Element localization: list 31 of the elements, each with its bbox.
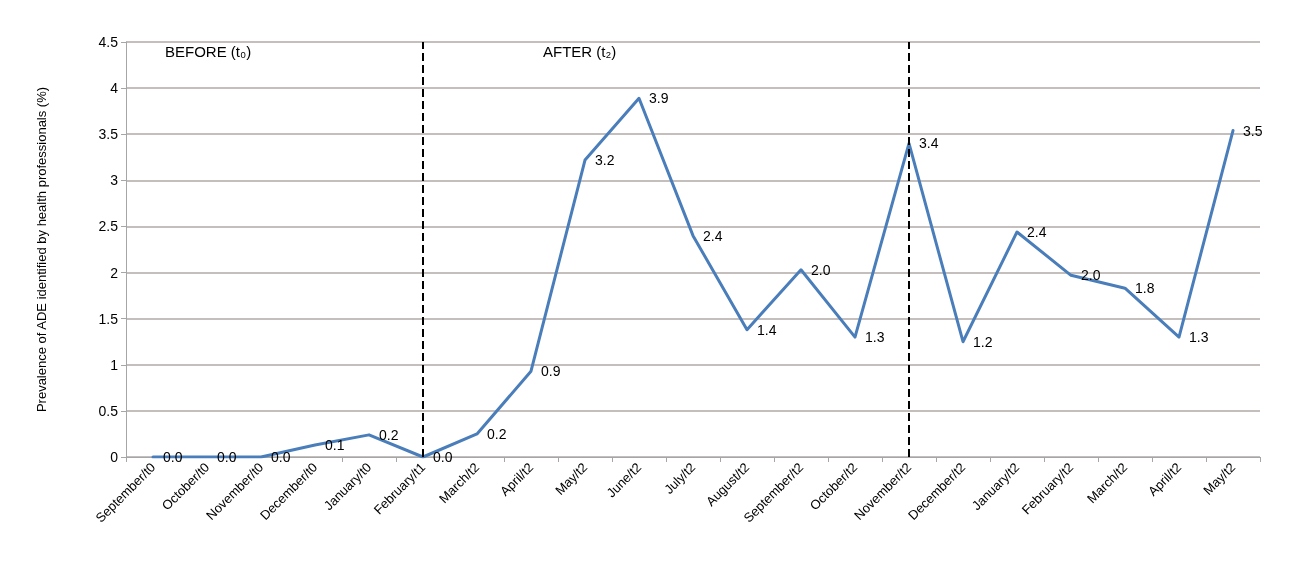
data-label: 0.2	[379, 426, 399, 443]
data-label: 3.9	[649, 90, 669, 107]
annotation: BEFORE (t₀)	[165, 43, 252, 60]
data-label: 0.0	[433, 449, 453, 465]
data-label: 1.4	[757, 321, 777, 338]
y-tick-label: 2	[110, 264, 119, 281]
y-tick-label: 4.5	[98, 34, 119, 50]
data-label: 3.5	[1243, 122, 1263, 139]
data-label: 3.4	[919, 135, 939, 152]
y-axis-title: Prevalence of ADE identified by health professionals (%)	[34, 86, 49, 413]
y-tick-label: 1.5	[98, 310, 119, 327]
y-tick-label: 2.5	[98, 218, 119, 235]
data-label: 1.3	[1189, 329, 1209, 346]
y-tick-label: 3.5	[98, 126, 119, 143]
data-label: 3.2	[595, 152, 615, 169]
data-label: 1.3	[865, 329, 885, 346]
data-label: 0.1	[325, 437, 345, 454]
data-label: 1.2	[973, 333, 993, 350]
y-tick-label: 4	[110, 80, 119, 97]
data-label: 1.8	[1135, 280, 1155, 297]
annotation: AFTER (t₂)	[543, 43, 617, 60]
y-tick-label: 0	[110, 449, 119, 465]
data-label: 2.4	[703, 227, 723, 244]
data-label: 2.0	[811, 261, 831, 278]
y-tick-label: 1	[110, 356, 119, 373]
data-label: 2.4	[1027, 223, 1047, 240]
data-label: 0.0	[271, 449, 291, 465]
y-tick-label: 3	[110, 172, 119, 189]
y-tick-label: 0.5	[98, 402, 119, 419]
data-label: 0.2	[487, 425, 507, 442]
data-label: 0.9	[541, 363, 561, 380]
